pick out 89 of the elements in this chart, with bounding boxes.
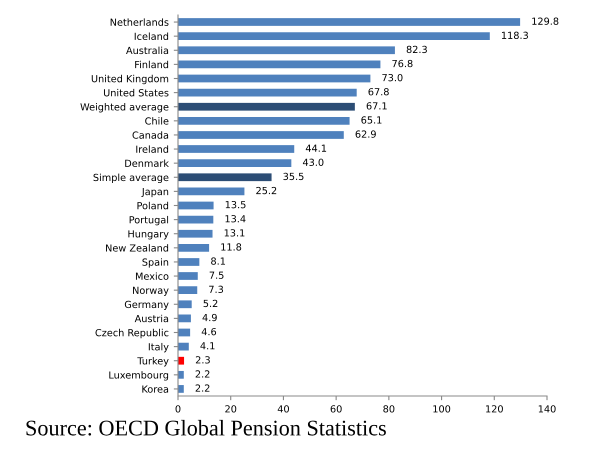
- y-tick-label: Czech Republic: [95, 328, 168, 338]
- bar: [178, 46, 395, 54]
- bar: [178, 60, 380, 68]
- data-label: 4.1: [200, 342, 214, 350]
- x-tick-label: 0: [176, 405, 180, 413]
- data-label: 7.3: [209, 286, 224, 293]
- data-label: 73.0: [382, 74, 403, 82]
- bar: [178, 385, 184, 393]
- x-tick-label: 60: [330, 405, 342, 413]
- x-tick-label: 40: [278, 405, 289, 413]
- y-tick-label: United States: [104, 88, 168, 96]
- y-tick-label: Denmark: [125, 159, 169, 167]
- bar: [178, 216, 214, 224]
- y-tick-label: New Zealand: [106, 244, 168, 252]
- bar: [178, 173, 272, 182]
- data-label: 7.5: [210, 272, 224, 279]
- y-tick-label: Simple average: [94, 174, 168, 183]
- data-label: 43.0: [302, 158, 324, 166]
- source-note: Source: OECD Global Pension Statistics: [26, 420, 386, 436]
- bar: [178, 272, 198, 280]
- y-tick-label: Japan: [141, 188, 168, 198]
- x-tick-label: 140: [538, 405, 556, 413]
- y-tick-label: Netherlands: [110, 18, 168, 26]
- data-label: 44.1: [306, 144, 326, 152]
- y-tick-label: Portugal: [130, 216, 168, 226]
- y-tick-label: Ireland: [136, 145, 168, 153]
- y-tick-label: Norway: [133, 286, 169, 296]
- data-label: 2.3: [196, 356, 210, 364]
- bar: [178, 258, 200, 266]
- y-tick-label: United Kingdom: [92, 74, 168, 84]
- bar: [178, 131, 344, 139]
- data-label: 82.3: [406, 46, 427, 54]
- data-label: 4.6: [202, 328, 216, 336]
- bar: [178, 32, 490, 40]
- data-label: 13.1: [224, 229, 244, 237]
- data-label: 62.9: [356, 130, 376, 138]
- y-tick-label: Mexico: [136, 272, 168, 280]
- x-tick-label: 20: [225, 405, 236, 413]
- y-tick-label: Germany: [124, 300, 169, 310]
- bar: [178, 286, 198, 294]
- data-label: 65.1: [361, 116, 382, 124]
- data-label: 67.8: [368, 88, 389, 96]
- bar: [178, 74, 370, 82]
- data-label: 67.1: [366, 102, 387, 110]
- bar: [178, 88, 357, 96]
- data-label: 4.9: [202, 314, 217, 322]
- y-tick-label: Turkey: [137, 357, 169, 366]
- data-label: 13.4: [226, 215, 246, 222]
- data-label: 2.2: [196, 384, 210, 392]
- data-label: 2.2: [196, 370, 210, 378]
- bar: [178, 370, 184, 379]
- bar: [178, 314, 191, 322]
- y-tick-label: Hungary: [128, 230, 169, 240]
- data-label: 11.8: [221, 243, 242, 251]
- y-tick-label: Iceland: [134, 32, 168, 40]
- y-tick-label: Italy: [148, 342, 169, 352]
- bar: [178, 145, 294, 153]
- y-tick-label: Weighted average: [80, 103, 168, 112]
- x-tick-label: 100: [433, 405, 450, 413]
- data-label: 8.1: [211, 257, 226, 265]
- data-label: 118.3: [502, 32, 528, 39]
- bar: [178, 18, 520, 26]
- y-tick-label: Korea: [142, 386, 168, 393]
- bar: [178, 328, 190, 336]
- data-label: 76.8: [392, 60, 413, 68]
- data-label: 13.5: [226, 200, 246, 208]
- y-tick-label: Luxembourg: [109, 371, 168, 381]
- bar: [178, 202, 214, 210]
- y-tick-label: Austria: [134, 314, 168, 322]
- x-tick-label: 80: [383, 405, 394, 413]
- data-label: 5.2: [204, 300, 218, 308]
- data-label: 25.2: [256, 186, 276, 194]
- bar: [178, 230, 213, 238]
- y-tick-label: Canada: [132, 131, 168, 139]
- bar: [178, 342, 189, 350]
- y-tick-label: Australia: [126, 46, 168, 54]
- bar: [178, 102, 355, 111]
- bar: [178, 116, 350, 125]
- data-label: 129.8: [532, 18, 558, 25]
- x-tick-label: 120: [486, 405, 503, 413]
- bar: [178, 159, 292, 168]
- bar: [178, 244, 210, 252]
- bar: [178, 300, 192, 308]
- y-tick-label: Poland: [137, 202, 168, 210]
- bar: [178, 188, 244, 196]
- y-tick-label: Chile: [145, 117, 168, 125]
- y-tick-label: Spain: [142, 258, 168, 268]
- data-label: 35.5: [283, 172, 304, 180]
- y-tick-label: Finland: [135, 60, 168, 68]
